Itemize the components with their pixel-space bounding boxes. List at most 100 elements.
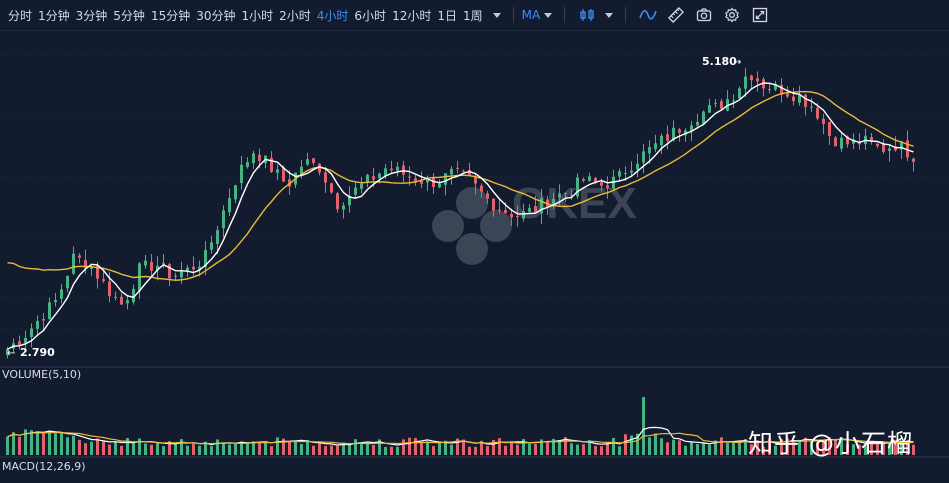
volume-panel-label: VOLUME(5,10) <box>2 368 82 381</box>
candle <box>816 107 819 119</box>
timeframe-2[interactable]: 3分钟 <box>75 8 108 23</box>
candle <box>54 300 57 303</box>
candle <box>666 134 669 141</box>
candle <box>588 176 591 181</box>
candle <box>402 165 405 175</box>
candle <box>390 168 393 171</box>
volume-bar <box>108 444 111 455</box>
candle <box>840 137 843 149</box>
candle <box>642 151 645 163</box>
candle <box>186 267 189 271</box>
timeframe-4[interactable]: 15分钟 <box>150 8 191 23</box>
volume-bar <box>360 442 363 455</box>
candle-type-dropdown-chevron-icon[interactable] <box>605 12 614 18</box>
candle <box>216 230 219 245</box>
gear-icon[interactable] <box>722 5 742 25</box>
candle <box>474 176 477 184</box>
candle <box>762 79 765 89</box>
volume-bar <box>372 444 375 455</box>
volume-bar <box>276 437 279 455</box>
volume-bar <box>810 440 813 455</box>
timeframe-12[interactable]: 1周 <box>462 8 483 23</box>
volume-bar <box>510 441 513 455</box>
volume-bar <box>558 440 561 455</box>
volume-bar <box>444 440 447 455</box>
timeframe-6[interactable]: 1小时 <box>241 8 274 23</box>
volume-bar <box>822 439 825 455</box>
volume-bar <box>468 446 471 455</box>
volume-bar <box>864 444 867 455</box>
volume-bar <box>804 437 807 455</box>
timeframe-8[interactable]: 4小时 <box>316 8 349 23</box>
timeframe-dropdown-chevron-icon[interactable] <box>492 12 501 18</box>
price-chart[interactable]: OKEX 5.180 → ← 2.790 <box>0 31 949 483</box>
candle <box>90 266 93 269</box>
candle <box>792 96 795 102</box>
volume-bar <box>624 434 627 455</box>
candle <box>72 253 75 274</box>
volume-bar <box>36 431 39 455</box>
volume-bar <box>720 437 723 455</box>
volume-bar <box>348 443 351 455</box>
candle <box>378 173 381 179</box>
volume-bar <box>54 433 57 455</box>
candle <box>198 266 201 271</box>
camera-icon[interactable] <box>694 5 714 25</box>
volume-bar <box>240 441 243 455</box>
low-price-label: 2.790 <box>20 346 55 359</box>
volume-bar <box>612 437 615 455</box>
line-icon[interactable] <box>638 5 658 25</box>
timeframe-11[interactable]: 1日 <box>437 8 457 23</box>
timeframe-10[interactable]: 12小时 <box>392 8 432 23</box>
candle <box>690 125 693 132</box>
indicator-dropdown-chevron-icon[interactable] <box>544 12 553 18</box>
candles <box>6 67 915 359</box>
volume-bar <box>570 443 573 455</box>
volume-bar <box>366 442 369 455</box>
candle <box>444 173 447 185</box>
volume-bar <box>264 442 267 455</box>
toolbar-divider <box>512 7 514 23</box>
candle <box>600 182 603 186</box>
candle <box>768 89 771 91</box>
volume-bar <box>24 429 27 455</box>
timeframe-5[interactable]: 30分钟 <box>196 8 236 23</box>
volume-bar <box>480 440 483 455</box>
timeframe-1[interactable]: 1分钟 <box>38 8 70 23</box>
candle-type-icon[interactable] <box>577 5 597 25</box>
timeframe-7[interactable]: 2小时 <box>279 8 311 23</box>
volume-bar <box>642 397 645 455</box>
volume-bar <box>312 445 315 455</box>
candle <box>660 135 663 146</box>
timeframe-3[interactable]: 5分钟 <box>113 8 145 23</box>
volume-bar <box>552 438 555 455</box>
volume-bar <box>528 443 531 455</box>
candle <box>828 121 831 136</box>
ruler-icon[interactable] <box>666 5 686 25</box>
volume-bar <box>648 437 651 455</box>
candle <box>114 296 117 298</box>
volume-bar <box>600 446 603 455</box>
candle <box>870 136 873 142</box>
volume-bar <box>846 444 849 455</box>
volume-bar <box>630 435 633 455</box>
timeframe-0[interactable]: 分时 <box>8 8 33 23</box>
timeframe-9[interactable]: 6小时 <box>354 8 387 23</box>
volume-bar <box>396 446 399 455</box>
volume-bar <box>792 441 795 455</box>
volume-bar <box>270 446 273 455</box>
candle <box>120 296 123 305</box>
volume-bar <box>816 442 819 455</box>
volume-bar <box>750 444 753 455</box>
volume-bar <box>678 440 681 455</box>
candle <box>462 170 465 172</box>
volume-bar <box>6 436 9 455</box>
volume-bar <box>120 445 123 455</box>
fullscreen-icon[interactable] <box>750 5 770 25</box>
candle <box>876 143 879 147</box>
candle <box>486 193 489 199</box>
indicator-select[interactable]: MA <box>521 8 541 22</box>
candle <box>852 139 855 144</box>
candle <box>210 242 213 250</box>
candle <box>282 167 285 182</box>
